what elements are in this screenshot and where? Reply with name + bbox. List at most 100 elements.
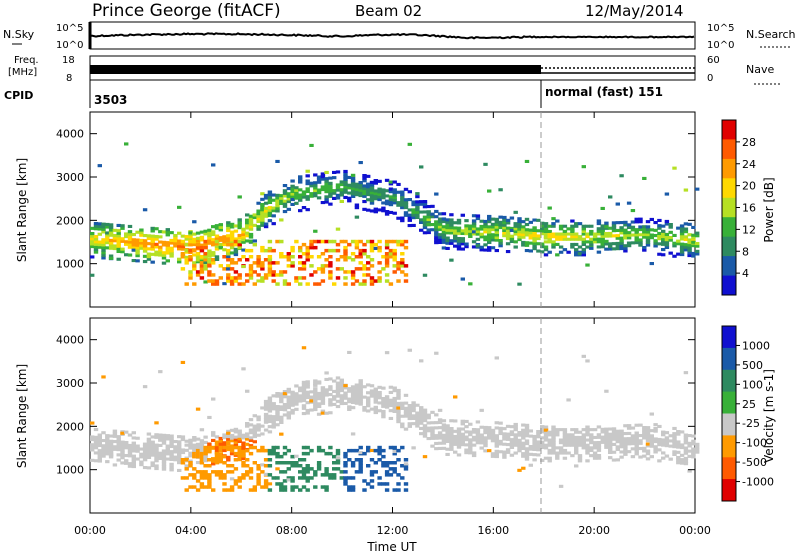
- echo-cell: [464, 451, 469, 455]
- echo-cell: [498, 239, 503, 243]
- echo-cell: [286, 403, 291, 407]
- echo-cell: [248, 488, 254, 492]
- echo-cell: [517, 235, 522, 239]
- echo-cell: [214, 242, 220, 246]
- echo-cell: [645, 243, 651, 247]
- echo-cell: [695, 249, 700, 253]
- echo-cell: [430, 410, 435, 414]
- echo-cell: [313, 186, 318, 190]
- echo-cell: [316, 391, 322, 395]
- echo-cell: [381, 482, 386, 486]
- echo-cell: [509, 443, 515, 447]
- colorbar-segment: [722, 275, 736, 296]
- echo-cell: [494, 233, 499, 237]
- echo-cell: [279, 239, 284, 244]
- echo-cell: [483, 438, 488, 442]
- echo-cell: [214, 257, 220, 261]
- echo-cell: [279, 194, 284, 198]
- echo-cell: [124, 232, 129, 236]
- echo-cell: [456, 430, 462, 434]
- echo-cell: [354, 470, 360, 474]
- echo-cell: [237, 242, 242, 247]
- echo-cell: [381, 402, 386, 406]
- echo-cell: [282, 488, 288, 492]
- echo-cell: [498, 439, 503, 443]
- echo-cell: [226, 252, 231, 256]
- echo-cell: [642, 233, 647, 237]
- echo-cell: [369, 201, 375, 205]
- echo-cell: [687, 238, 692, 242]
- echo-cell: [184, 458, 189, 462]
- echo-cell: [324, 467, 329, 471]
- echo-cell: [676, 252, 681, 256]
- echo-cell: [241, 436, 246, 440]
- echo-cell: [127, 462, 133, 466]
- echo-cell: [449, 432, 454, 436]
- echo-cell: [324, 187, 329, 191]
- echo-cell: [645, 452, 651, 456]
- echo-cell: [377, 270, 382, 274]
- echo-cell: [180, 245, 186, 249]
- echo-cell: [521, 441, 526, 445]
- echo-cell: [282, 210, 288, 214]
- echo-cell: [487, 433, 492, 437]
- echo-cell: [502, 434, 507, 438]
- echo-cell: [233, 224, 239, 228]
- cpid-label: CPID: [4, 89, 33, 102]
- echo-cell: [498, 226, 503, 230]
- echo-cell: [430, 431, 435, 435]
- echo-cell: [369, 470, 375, 474]
- colorbar-segment: [722, 413, 736, 436]
- echo-cell: [260, 424, 265, 428]
- echo-cell: [139, 233, 144, 237]
- echo-cell: [608, 445, 613, 449]
- echo-cell: [282, 479, 288, 483]
- echo-cell: [589, 229, 594, 233]
- echo-cell: [532, 236, 537, 240]
- echo-cell: [294, 407, 299, 411]
- echo-cell: [324, 184, 329, 188]
- echo-cell: [192, 237, 197, 241]
- echo-cell: [358, 188, 363, 192]
- echo-cell: [513, 433, 518, 437]
- echo-cell: [305, 282, 310, 286]
- echo-cell: [248, 444, 254, 448]
- echo-cell: [366, 396, 371, 400]
- echo-cell: [90, 438, 95, 442]
- echo-cell: [540, 221, 545, 225]
- echo-cell: [305, 464, 310, 468]
- echo-cell: [502, 228, 507, 232]
- echo-cell: [494, 238, 499, 242]
- echo-cell: [604, 247, 609, 251]
- echo-cell: [233, 270, 239, 274]
- scatter-cell: [437, 408, 443, 412]
- echo-cell: [294, 186, 299, 190]
- echo-cell: [456, 242, 462, 246]
- scatter-cell: [411, 446, 416, 450]
- echo-cell: [437, 433, 443, 437]
- echo-cell: [596, 250, 602, 254]
- echo-cell: [203, 453, 208, 457]
- echo-cell: [214, 244, 220, 248]
- echo-cell: [328, 451, 333, 456]
- echo-cell: [233, 479, 239, 483]
- echo-cell: [384, 470, 390, 474]
- echo-cell: [570, 441, 575, 445]
- echo-cell: [411, 223, 416, 227]
- echo-cell: [608, 443, 613, 447]
- echo-cell: [150, 260, 155, 264]
- echo-cell: [139, 238, 144, 242]
- echo-cell: [226, 440, 231, 444]
- echo-cell: [589, 433, 594, 437]
- echo-cell: [581, 250, 586, 254]
- echo-cell: [403, 488, 409, 492]
- echo-cell: [528, 231, 533, 235]
- echo-cell: [173, 445, 178, 449]
- echo-cell: [468, 227, 473, 231]
- echo-cell: [483, 425, 488, 429]
- echo-cell: [241, 282, 246, 286]
- echo-cell: [377, 245, 382, 250]
- echo-cell: [419, 218, 424, 222]
- echo-cell: [471, 430, 477, 434]
- echo-cell: [384, 464, 390, 468]
